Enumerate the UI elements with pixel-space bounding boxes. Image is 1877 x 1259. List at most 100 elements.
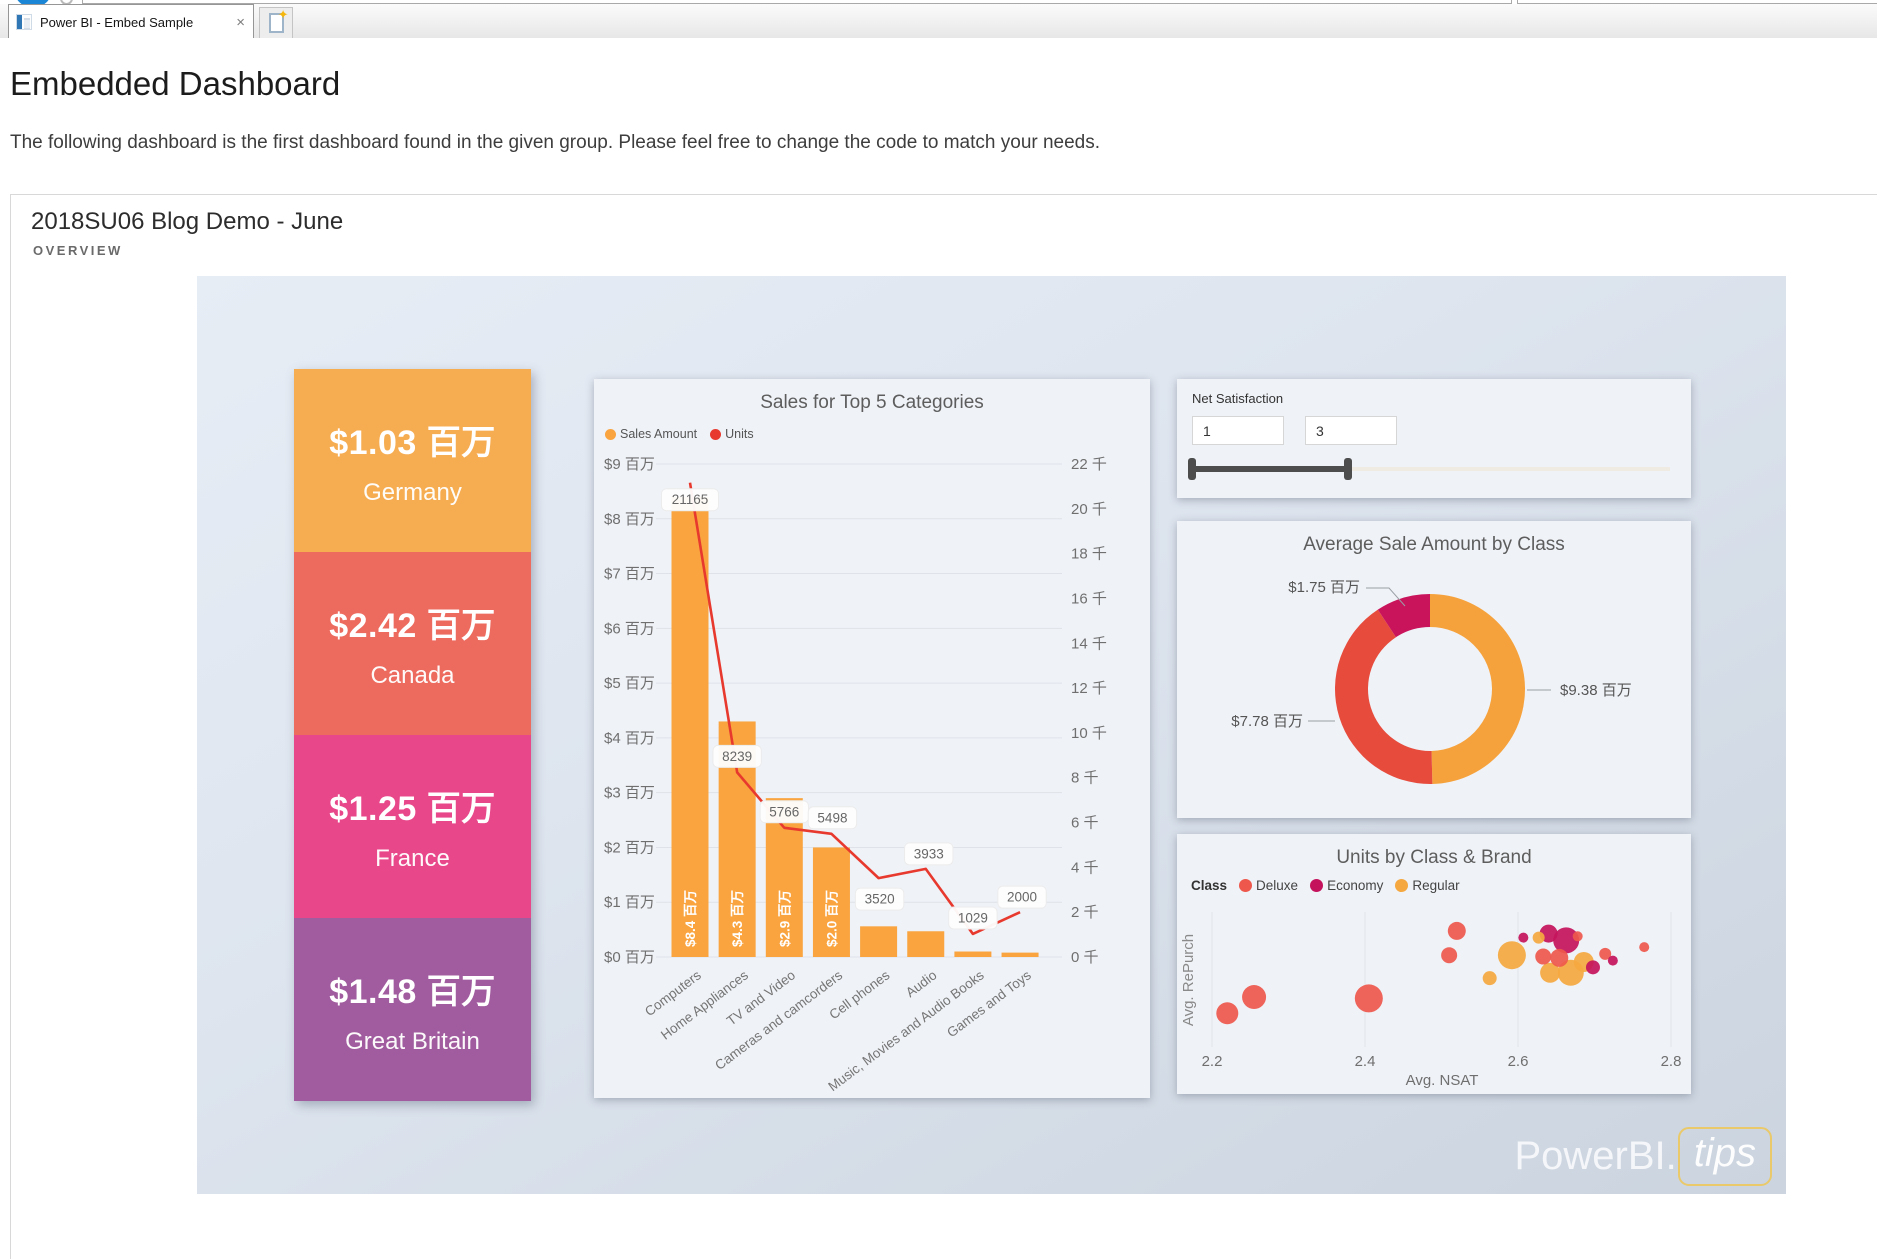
sales-top5-chart[interactable]: $0 百万 $1 百万 $2 百万 $3 百万 $4 百万 $5 百万 $6 百万 $7 百万…: [594, 379, 1150, 1098]
avg-sale-by-class-chart[interactable]: $9.38 百万 $7.78 百万 $1.75 百万: [1177, 563, 1691, 818]
bar-cell-phones[interactable]: [860, 926, 898, 957]
units-by-class-brand-chart[interactable]: 2.2 2.4 2.6 2.8 Avg. NSAT Avg. RePurch: [1177, 904, 1691, 1091]
sales-top5-legend: Sales Amount Units: [605, 427, 754, 441]
svg-text:$1.75 百万: $1.75 百万: [1288, 579, 1360, 596]
legend-item-economy[interactable]: Economy: [1310, 878, 1383, 893]
svg-text:2000: 2000: [1007, 890, 1037, 905]
donut-slice-deluxe[interactable]: [1335, 609, 1433, 784]
legend-label: Regular: [1412, 878, 1460, 893]
slider-filled-range[interactable]: [1192, 466, 1348, 472]
scatter-point-deluxe[interactable]: [1242, 985, 1267, 1010]
dashboard-title: 2018SU06 Blog Demo - June: [31, 208, 344, 235]
sales-top5-title: Sales for Top 5 Categories: [760, 392, 984, 413]
scatter-point-regular[interactable]: [1497, 941, 1526, 970]
search-input[interactable]: [1517, 0, 1877, 4]
bar-computers[interactable]: [671, 496, 709, 957]
legend-dot-icon: [1395, 879, 1409, 892]
browser-tab[interactable]: Power BI - Embed Sample ×: [8, 4, 254, 39]
powerbi-tips-watermark: PowerBI. tips: [1514, 1127, 1772, 1186]
svg-text:4 千: 4 千: [1071, 859, 1099, 876]
scatter-point-deluxe[interactable]: [1535, 948, 1552, 965]
kpi-card-great-britain[interactable]: $1.48 百万 Great Britain: [294, 918, 531, 1101]
svg-text:0 千: 0 千: [1071, 949, 1099, 966]
svg-text:Home Appliances: Home Appliances: [658, 967, 751, 1042]
bar-tv-and-video[interactable]: [765, 798, 803, 957]
powerbi-embed-frame: $1.03 百万 Germany $2.42 百万 Canada $1.25 百万 Fra…: [197, 276, 1786, 1194]
slider-handle-left[interactable]: [1188, 458, 1196, 480]
kpi-value: $2.42 百万: [329, 606, 496, 645]
svg-text:$0 百万: $0 百万: [604, 949, 655, 966]
kpi-card-canada[interactable]: $2.42 百万 Canada: [294, 552, 531, 735]
bar-music-movies-and-audio-books[interactable]: [954, 951, 992, 957]
new-tab-button[interactable]: ✦: [259, 7, 293, 39]
dashboard-overview-label: OVERVIEW: [33, 243, 123, 258]
scatter-point-deluxe[interactable]: [1441, 947, 1458, 964]
scatter-point-regular[interactable]: [1532, 931, 1545, 944]
svg-text:$1 百万: $1 百万: [604, 894, 655, 911]
scatter-point-deluxe[interactable]: [1639, 942, 1650, 953]
svg-text:$2.0 百万: $2.0 百万: [824, 890, 839, 947]
scatter-point-deluxe[interactable]: [1599, 947, 1612, 960]
svg-text:2.4: 2.4: [1355, 1053, 1376, 1070]
svg-text:8239: 8239: [722, 749, 752, 764]
net-satisfaction-min-field[interactable]: [1192, 416, 1284, 445]
kpi-value: $1.48 百万: [329, 972, 496, 1011]
svg-text:$6 百万: $6 百万: [604, 620, 655, 637]
units-by-class-brand-title: Units by Class & Brand: [1336, 847, 1532, 868]
kpi-value: $1.03 百万: [329, 423, 496, 462]
donut-slice-economy[interactable]: [1377, 594, 1430, 638]
scatter-point-deluxe[interactable]: [1354, 984, 1383, 1013]
legend-dot-icon: [710, 428, 722, 440]
svg-text:Avg. RePurch: Avg. RePurch: [1180, 934, 1197, 1026]
kpi-card-germany[interactable]: $1.03 百万 Germany: [294, 369, 531, 552]
slider-track[interactable]: [1192, 467, 1670, 471]
svg-text:$2 百万: $2 百万: [604, 839, 655, 856]
bar-cameras-and-camcorders[interactable]: [812, 847, 850, 957]
svg-text:$7 百万: $7 百万: [604, 566, 655, 583]
svg-text:$7.78 百万: $7.78 百万: [1231, 713, 1303, 730]
svg-text:2.2: 2.2: [1202, 1053, 1223, 1070]
net-satisfaction-range-slider[interactable]: [1188, 458, 1670, 480]
scatter-point-regular[interactable]: [1540, 962, 1561, 983]
scatter-legend-title: Class: [1191, 878, 1228, 893]
powerbi-favicon-icon: [16, 14, 32, 30]
sales-top5-panel: Sales for Top 5 Categories Sales Amount U…: [594, 379, 1150, 1098]
svg-text:20 千: 20 千: [1071, 501, 1107, 518]
units-by-class-brand-panel: Units by Class & Brand Class Deluxe Econom…: [1177, 834, 1691, 1094]
scatter-point-economy[interactable]: [1585, 960, 1600, 975]
svg-text:1029: 1029: [958, 910, 988, 925]
slider-handle-right[interactable]: [1343, 458, 1352, 480]
avg-sale-by-class-panel: Average Sale Amount by Class $9.38 百万 $7.…: [1177, 521, 1691, 818]
legend-item-deluxe[interactable]: Deluxe: [1239, 878, 1298, 893]
svg-text:21165: 21165: [672, 492, 709, 507]
kpi-card-france[interactable]: $1.25 百万 France: [294, 735, 531, 918]
scatter-point-deluxe[interactable]: [1447, 921, 1466, 940]
svg-text:$9 百万: $9 百万: [604, 456, 655, 473]
donut-slice-regular[interactable]: [1430, 594, 1526, 784]
scatter-point-economy[interactable]: [1607, 955, 1618, 966]
legend-item-regular[interactable]: Regular: [1395, 878, 1460, 893]
tab-close-icon[interactable]: ×: [236, 13, 245, 31]
svg-text:18 千: 18 千: [1071, 546, 1107, 563]
kpi-label: Canada: [370, 661, 455, 689]
scatter-point-regular[interactable]: [1482, 971, 1497, 986]
kpi-label: Germany: [363, 478, 462, 506]
scatter-point-economy[interactable]: [1553, 927, 1580, 954]
legend-item-sales-amount[interactable]: Sales Amount: [605, 427, 697, 441]
bar-audio[interactable]: [907, 931, 945, 957]
svg-text:Games and Toys: Games and Toys: [944, 967, 1034, 1040]
scatter-point-deluxe[interactable]: [1550, 948, 1569, 967]
scatter-point-deluxe[interactable]: [1216, 1002, 1239, 1025]
svg-text:5766: 5766: [769, 804, 799, 819]
svg-text:$5 百万: $5 百万: [604, 675, 655, 692]
net-satisfaction-max-field[interactable]: [1305, 416, 1397, 445]
watermark-prefix: PowerBI.: [1514, 1134, 1677, 1178]
scatter-point-deluxe[interactable]: [1572, 931, 1583, 942]
tab-title: Power BI - Embed Sample: [40, 14, 194, 30]
legend-item-units[interactable]: Units: [710, 427, 754, 441]
svg-text:14 千: 14 千: [1071, 635, 1107, 652]
address-input[interactable]: [82, 0, 1512, 4]
scatter-point-economy[interactable]: [1518, 932, 1529, 943]
bar-games-and-toys[interactable]: [1001, 952, 1039, 957]
avg-sale-by-class-title: Average Sale Amount by Class: [1303, 534, 1565, 555]
